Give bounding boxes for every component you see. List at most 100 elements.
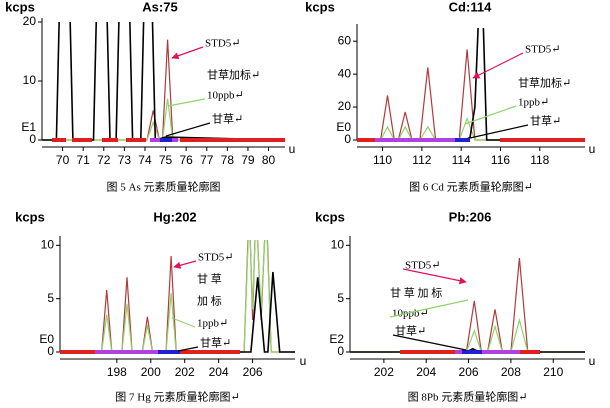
annotation: 甘草↵ (530, 115, 561, 128)
caption: 图 8Pb 元素质量轮廓图↵ (408, 390, 528, 404)
x-tick-label: 116 (491, 153, 510, 167)
x-tick-label: 202 (175, 365, 195, 379)
y-axis-label: kcps (315, 209, 345, 224)
annotation-arrow (171, 46, 204, 60)
series-line (60, 271, 295, 353)
baseline-band (160, 138, 172, 142)
baseline-band (180, 138, 285, 142)
caption: 图 5 As 元素质量轮廓图 (107, 180, 221, 194)
x-tick-label: 78 (221, 153, 235, 167)
x-tick-label: 75 (159, 153, 173, 167)
series-line (60, 240, 295, 353)
x-tick-label: 198 (107, 365, 127, 379)
baseline-band (72, 138, 92, 142)
x-tick-label: 110 (373, 153, 392, 167)
baseline-band (158, 350, 180, 354)
x-tick-label: 76 (179, 153, 193, 167)
x-tick-label: 71 (77, 153, 91, 167)
baseline-band (455, 350, 520, 354)
x-tick-label: 70 (56, 153, 70, 167)
annotation: 甘草↵ (200, 337, 231, 350)
side-label: E0 (336, 120, 351, 134)
x-tick-label: 73 (118, 153, 132, 167)
y-tick-label: 10 (331, 238, 345, 252)
annotation-arrow (389, 299, 469, 318)
annotation-arrow (177, 346, 199, 352)
annotation: 1ppb↵ (197, 318, 228, 330)
annotation-arrow (472, 52, 524, 79)
baseline-band (95, 350, 180, 354)
y-tick-label: 5 (337, 291, 344, 305)
baseline-band (500, 138, 585, 142)
x-tick-label: 77 (200, 153, 214, 167)
series-line (42, 39, 285, 141)
annotation: STD5↵ (405, 260, 441, 272)
x-tick-label: 118 (530, 153, 549, 167)
annotation-arrow (402, 268, 467, 285)
y-tick-label: 0 (337, 344, 344, 358)
y-tick-label: 10 (23, 73, 37, 87)
annotation: 甘草↵ (212, 113, 243, 126)
y-tick-label: 0 (344, 132, 351, 146)
x-tick-label: 206 (243, 365, 263, 379)
x-tick-label: 204 (209, 365, 229, 379)
baseline-band (126, 138, 146, 142)
series-line (350, 317, 585, 353)
y-tick-label: 0 (47, 344, 54, 358)
annotation-arrow (173, 260, 197, 269)
x-tick-label: 210 (543, 365, 563, 379)
y-tick-label: 60 (338, 33, 352, 47)
annotation: 加 标 (197, 294, 222, 308)
x-tick-label: 206 (459, 365, 479, 379)
y-tick-label: 5 (47, 291, 54, 305)
chart-title: Pb:206 (449, 209, 492, 224)
y-tick-label: 20 (23, 14, 37, 28)
x-unit-label: u (300, 354, 307, 368)
annotation: 甘 草 (197, 273, 222, 286)
baseline-band (455, 138, 470, 142)
y-axis-label: kcps (305, 0, 335, 14)
x-unit-label: u (289, 142, 296, 156)
caption: 图 6 Cd 元素质量轮廓图↵ (409, 180, 533, 194)
y-tick-label: 40 (338, 66, 352, 80)
annotation-arrow (464, 105, 517, 125)
chart-title: Hg:202 (153, 209, 196, 224)
chart-title: As:75 (142, 0, 177, 14)
y-tick-label: 20 (338, 99, 352, 113)
annotation-arrow (171, 317, 196, 328)
caption: 图 7 Hg 元素质量轮廓图↵ (115, 390, 239, 404)
x-tick-label: 112 (412, 153, 431, 167)
x-tick-label: 114 (452, 153, 471, 167)
x-tick-label: 72 (97, 153, 111, 167)
y-tick-label: 10 (41, 238, 55, 252)
side-label: E0 (39, 332, 54, 346)
chart-title: Cd:114 (449, 0, 492, 14)
annotation: STD5↵ (198, 252, 234, 264)
annotation: STD5↵ (525, 44, 561, 56)
annotation-arrow (167, 98, 206, 107)
y-axis-label: kcps (5, 0, 35, 14)
annotation: STD5↵ (205, 38, 241, 50)
side-label: E1 (21, 120, 36, 134)
annotation: 甘 草 加 标 (390, 286, 442, 300)
baseline-band (102, 138, 118, 142)
annotation: 甘草↵ (395, 325, 426, 338)
x-tick-label: 204 (416, 365, 436, 379)
y-tick-label: 0 (29, 132, 36, 146)
x-tick-label: 208 (501, 365, 521, 379)
x-tick-label: 200 (141, 365, 161, 379)
y-axis-label: kcps (15, 209, 45, 224)
x-tick-label: 202 (374, 365, 394, 379)
x-unit-label: u (589, 354, 596, 368)
x-unit-label: u (589, 142, 596, 156)
annotation-arrow (165, 122, 211, 137)
series-line (350, 258, 585, 353)
x-tick-label: 79 (241, 153, 255, 167)
annotation-arrow (469, 124, 529, 139)
x-tick-label: 80 (262, 153, 276, 167)
annotation-arrow (392, 334, 467, 351)
baseline-band (52, 138, 66, 142)
side-label: E2 (329, 332, 344, 346)
